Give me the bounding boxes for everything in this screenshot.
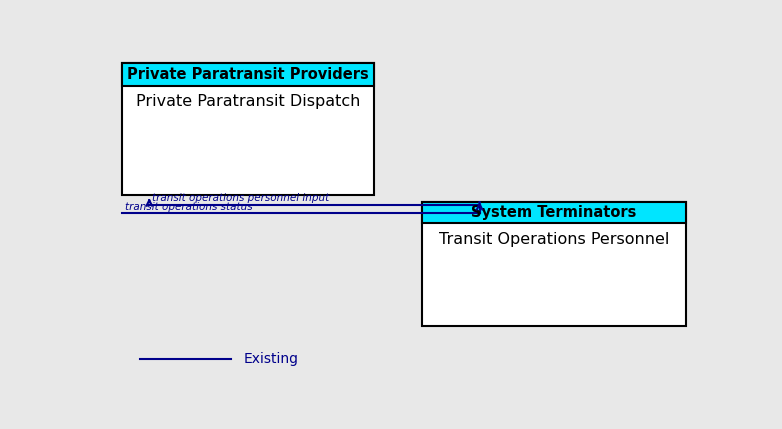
Bar — [122, 63, 374, 86]
Text: transit operations personnel input: transit operations personnel input — [152, 193, 329, 203]
Text: Existing: Existing — [243, 352, 298, 366]
Bar — [122, 63, 374, 195]
Text: transit operations status: transit operations status — [125, 202, 253, 212]
Text: Private Paratransit Dispatch: Private Paratransit Dispatch — [135, 94, 360, 109]
Text: Transit Operations Personnel: Transit Operations Personnel — [439, 232, 669, 247]
Bar — [422, 202, 686, 326]
Text: Private Paratransit Providers: Private Paratransit Providers — [127, 67, 368, 82]
Text: System Terminators: System Terminators — [471, 205, 637, 220]
Bar — [422, 202, 686, 224]
